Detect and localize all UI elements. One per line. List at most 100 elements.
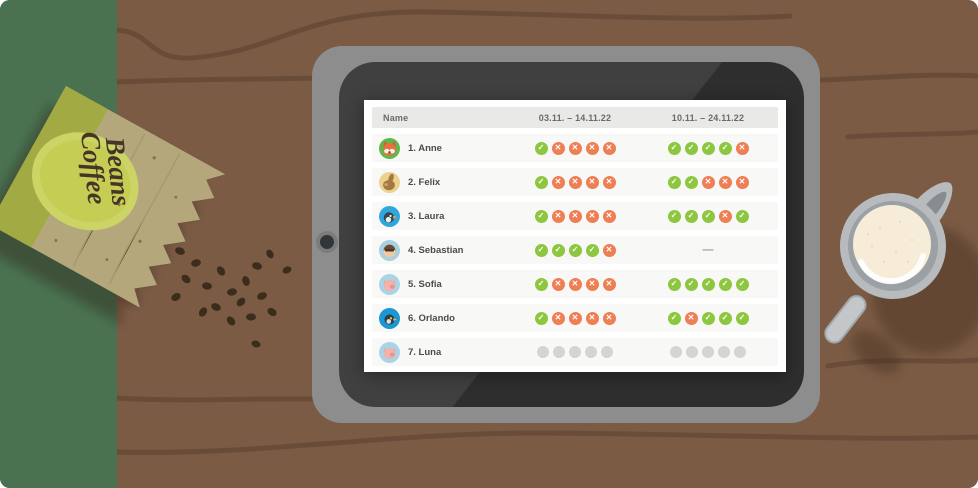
missed-icon: ✕: [585, 141, 599, 155]
check-icon: ✓: [568, 243, 582, 257]
missed-icon: ✕: [568, 311, 582, 325]
missed-icon: ✕: [718, 175, 732, 189]
jug-handle: [824, 295, 867, 344]
pending-icon: [702, 346, 714, 358]
missed-icon: ✕: [568, 209, 582, 223]
missed-icon: ✕: [602, 243, 616, 257]
period-1-status: ✓ ✕ ✕ ✕ ✕: [512, 141, 638, 155]
header-period-1: 03.11. – 14.11.22: [538, 112, 612, 123]
missed-icon: ✕: [585, 175, 599, 189]
table-row[interactable]: 4. Sebastian ✓ ✓ ✓ ✓ ✕ —: [372, 236, 778, 264]
student-cell: 4. Sebastian: [372, 239, 512, 261]
check-icon: ✓: [534, 243, 548, 257]
missed-icon: ✕: [568, 277, 582, 291]
pending-icon: [553, 346, 565, 358]
check-icon: ✓: [701, 277, 715, 291]
missed-icon: ✕: [602, 175, 616, 189]
table-header: Name 03.11. – 14.11.22 10.11. – 24.11.22: [372, 107, 778, 128]
check-icon: ✓: [718, 277, 732, 291]
check-icon: ✓: [718, 311, 732, 325]
table-row[interactable]: 1. Anne ✓ ✕ ✕ ✕ ✕ ✓ ✓ ✓ ✓ ✕: [372, 134, 778, 162]
period-2-status: ✓ ✓ ✓ ✕ ✓: [638, 209, 778, 223]
header-period-2: 10.11. – 24.11.22: [671, 112, 745, 123]
student-name: 6. Orlando: [408, 312, 455, 324]
check-icon: ✓: [667, 209, 681, 223]
table-row[interactable]: 6. Orlando ✓ ✕ ✕ ✕ ✕ ✓ ✕ ✓ ✓ ✓: [372, 304, 778, 332]
check-icon: ✓: [534, 175, 548, 189]
check-icon: ✓: [667, 311, 681, 325]
table-rows: 1. Anne ✓ ✕ ✕ ✕ ✕ ✓ ✓ ✓ ✓ ✕ 2. Felix ✓ ✕ ✕ ✕ ✕ ✓ ✓ ✕ ✕ ✕ 3. La…: [372, 134, 778, 366]
period-2-status: ✓ ✓ ✕ ✕ ✕: [638, 175, 778, 189]
milk-jug: [824, 182, 978, 374]
bird-dark-avatar-icon: [379, 307, 400, 329]
missed-icon: ✕: [551, 277, 565, 291]
period-1-status: ✓ ✕ ✕ ✕ ✕: [512, 311, 638, 325]
fox-avatar-icon: [379, 137, 400, 159]
pending-icon: [601, 346, 613, 358]
missed-icon: ✕: [568, 175, 582, 189]
milk-speckles: [867, 221, 913, 263]
check-icon: ✓: [684, 175, 698, 189]
pig-avatar-icon: [379, 273, 400, 295]
check-icon: ✓: [585, 243, 599, 257]
check-icon: ✓: [684, 209, 698, 223]
period-1-status: ✓ ✕ ✕ ✕ ✕: [512, 277, 638, 291]
check-icon: ✓: [534, 141, 548, 155]
missed-icon: ✕: [551, 141, 565, 155]
check-icon: ✓: [534, 277, 548, 291]
pending-icon: [686, 346, 698, 358]
tablet-camera-icon: [316, 231, 338, 253]
missed-icon: ✕: [551, 175, 565, 189]
header-name: Name: [383, 112, 409, 123]
check-icon: ✓: [667, 175, 681, 189]
student-cell: 1. Anne: [372, 137, 512, 159]
tablet-screen: Name 03.11. – 14.11.22 10.11. – 24.11.22…: [364, 100, 786, 372]
period-1-status: ✓ ✕ ✕ ✕ ✕: [512, 175, 638, 189]
pending-icon: [718, 346, 730, 358]
student-name: 5. Sofia: [408, 278, 442, 290]
coffee-beans: [171, 247, 292, 348]
missed-icon: ✕: [568, 141, 582, 155]
student-cell: 2. Felix: [372, 171, 512, 193]
milk-highlight: [858, 253, 926, 285]
pending-icon: [734, 346, 746, 358]
missed-icon: ✕: [602, 141, 616, 155]
rabbit-avatar-icon: [379, 171, 400, 193]
check-icon: ✓: [735, 311, 749, 325]
table-row[interactable]: 3. Laura ✓ ✕ ✕ ✕ ✕ ✓ ✓ ✓ ✕ ✓: [372, 202, 778, 230]
bag-speckles: [54, 156, 178, 262]
pending-icon: [537, 346, 549, 358]
missed-icon: ✕: [602, 277, 616, 291]
missed-icon: ✕: [735, 141, 749, 155]
missed-icon: ✕: [551, 209, 565, 223]
student-name: 7. Luna: [408, 346, 442, 358]
check-icon: ✓: [701, 311, 715, 325]
student-cell: 7. Luna: [372, 341, 512, 363]
check-icon: ✓: [735, 277, 749, 291]
table-row[interactable]: 2. Felix ✓ ✕ ✕ ✕ ✕ ✓ ✓ ✕ ✕ ✕: [372, 168, 778, 196]
table-row[interactable]: 7. Luna: [372, 338, 778, 366]
student-cell: 5. Sofia: [372, 273, 512, 295]
no-data-dash: —: [702, 244, 714, 256]
bag-label-text-line2: Beans: [100, 135, 137, 208]
period-1-status: ✓ ✕ ✕ ✕ ✕: [512, 209, 638, 223]
table-row[interactable]: 5. Sofia ✓ ✕ ✕ ✕ ✕ ✓ ✓ ✓ ✓ ✓: [372, 270, 778, 298]
check-icon: ✓: [534, 311, 548, 325]
missed-icon: ✕: [735, 175, 749, 189]
period-2-status: —: [638, 244, 778, 256]
missed-icon: ✕: [585, 311, 599, 325]
missed-icon: ✕: [602, 311, 616, 325]
pending-icon: [569, 346, 581, 358]
missed-icon: ✕: [585, 209, 599, 223]
period-1-status: [512, 346, 638, 358]
person-avatar-icon: [379, 239, 400, 261]
check-icon: ✓: [684, 141, 698, 155]
period-2-status: [638, 346, 778, 358]
check-icon: ✓: [667, 141, 681, 155]
bird-avatar-icon: [379, 205, 400, 227]
check-icon: ✓: [718, 141, 732, 155]
period-2-status: ✓ ✓ ✓ ✓ ✕: [638, 141, 778, 155]
period-2-status: ✓ ✕ ✓ ✓ ✓: [638, 311, 778, 325]
student-name: 2. Felix: [408, 176, 441, 188]
